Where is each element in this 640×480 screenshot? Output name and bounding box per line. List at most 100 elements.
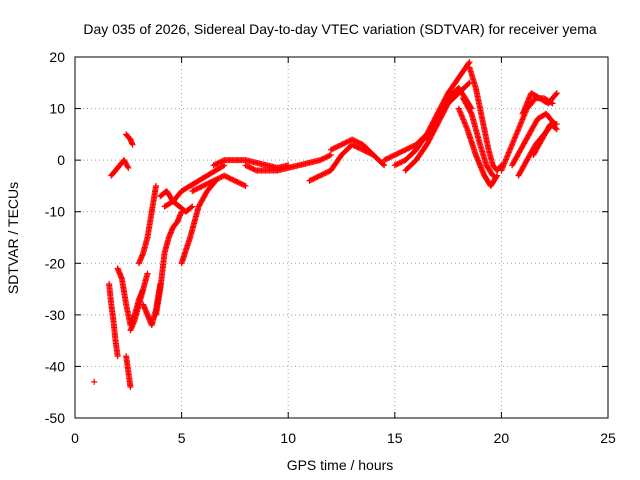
- series-trace-k: [161, 162, 228, 210]
- data-point: [229, 176, 236, 183]
- data-point: [395, 160, 402, 167]
- data-point: [325, 153, 332, 160]
- data-point: [310, 175, 317, 182]
- data-point: [399, 148, 406, 155]
- data-point: [407, 144, 414, 151]
- data-point: [355, 144, 362, 151]
- data-point: [189, 188, 196, 195]
- data-point: [346, 137, 353, 144]
- data-point: [317, 157, 324, 164]
- data-point: [124, 163, 131, 170]
- data-point: [214, 160, 221, 167]
- data-point: [318, 171, 325, 178]
- data-point: [382, 156, 389, 163]
- x-tick-label: 15: [387, 430, 403, 446]
- data-point: [230, 177, 237, 184]
- data-point: [465, 60, 472, 67]
- data-point: [189, 203, 196, 210]
- data-point: [226, 175, 233, 182]
- data-point: [238, 180, 245, 187]
- data-point: [398, 159, 405, 166]
- data-point: [250, 166, 257, 173]
- data-point: [114, 353, 121, 360]
- data-point: [218, 173, 225, 180]
- data-point: [391, 162, 398, 169]
- data-point: [359, 146, 366, 153]
- chart-title: Day 035 of 2026, Sidereal Day-to-day VTE…: [83, 21, 596, 37]
- data-point: [394, 150, 401, 157]
- data-point: [345, 138, 352, 145]
- data-point: [335, 142, 342, 149]
- data-point: [319, 171, 326, 178]
- data-point: [125, 164, 132, 171]
- data-point: [203, 180, 210, 187]
- data-point: [202, 181, 209, 188]
- data-point: [218, 158, 225, 165]
- y-tick-label: 20: [49, 49, 65, 65]
- data-point: [210, 162, 217, 169]
- data-point: [489, 172, 496, 179]
- series-trace-ac: [530, 121, 560, 158]
- data-point: [207, 179, 214, 186]
- data-point: [127, 384, 134, 391]
- data-point: [467, 109, 474, 116]
- data-point: [217, 159, 224, 166]
- data-point: [317, 172, 324, 179]
- data-point: [239, 181, 246, 188]
- data-point: [401, 147, 408, 154]
- y-tick-label: -30: [45, 307, 65, 323]
- data-point: [397, 149, 404, 156]
- data-point: [553, 126, 560, 133]
- data-point: [331, 144, 338, 151]
- series-trace-z: [509, 110, 558, 169]
- data-point: [339, 141, 346, 148]
- ticks: 0 5 10 15 20 25 20 10 0 -10 -20 -30 -40 -50: [45, 49, 616, 446]
- series-trace-ab: [519, 90, 560, 117]
- data-point: [381, 162, 388, 169]
- series-trace-j: [157, 188, 196, 215]
- data-point: [215, 159, 222, 166]
- x-tick-label: 25: [600, 430, 616, 446]
- data-point: [326, 152, 333, 159]
- data-point: [190, 187, 197, 194]
- series-trace-b: [123, 131, 136, 148]
- data-point: [211, 161, 218, 168]
- plot-frame: [74, 56, 609, 419]
- data-point: [198, 183, 205, 190]
- data-point: [222, 173, 229, 180]
- data-point: [402, 146, 409, 153]
- data-point: [209, 178, 216, 185]
- data-point: [350, 137, 357, 144]
- data-point: [322, 170, 329, 177]
- data-point: [357, 145, 364, 152]
- data-point: [353, 143, 360, 150]
- data-point: [219, 157, 226, 164]
- data-point: [405, 145, 412, 152]
- y-tick-label: 10: [49, 101, 65, 117]
- data-point: [210, 177, 217, 184]
- data-point: [334, 143, 341, 150]
- series-outlier: [91, 378, 98, 385]
- y-axis-label: SDTVAR / TECUs: [5, 182, 21, 294]
- data-point: [217, 174, 224, 181]
- data-point: [354, 139, 361, 146]
- data-point: [314, 173, 321, 180]
- data-point: [322, 154, 329, 161]
- data-point: [321, 170, 328, 177]
- data-point: [349, 136, 356, 143]
- data-point: [383, 155, 390, 162]
- series-trace-i: [153, 208, 185, 318]
- x-tick-label: 20: [494, 430, 510, 446]
- data-point: [188, 204, 195, 211]
- data-point: [241, 182, 248, 189]
- data-point: [358, 146, 365, 153]
- data-point: [397, 159, 404, 166]
- data-point: [311, 175, 318, 182]
- data-point: [354, 144, 361, 151]
- data-point: [237, 180, 244, 187]
- x-axis-label: GPS time / hours: [287, 457, 394, 473]
- series-trace-w: [455, 105, 501, 189]
- data-point: [321, 155, 328, 162]
